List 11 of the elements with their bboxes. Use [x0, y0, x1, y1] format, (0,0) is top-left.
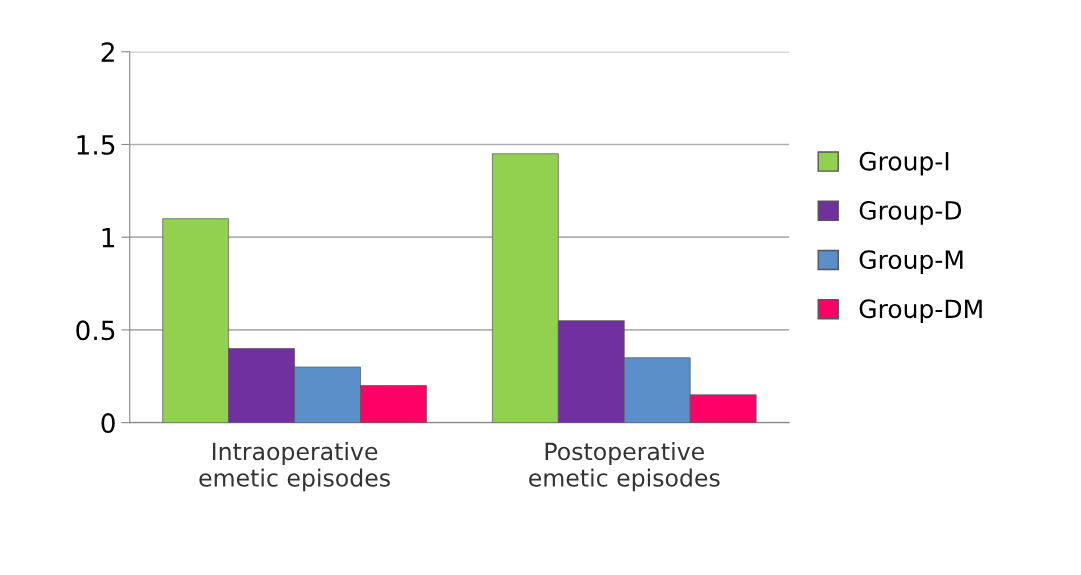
legend-label: Group-DM	[859, 299, 982, 324]
x-tick-label: Postoperative emetic episodes	[529, 442, 720, 492]
y-tick-label: 0	[101, 413, 115, 434]
y-tick-label: 1	[102, 227, 115, 248]
legend-label: Group-M	[859, 250, 963, 274]
y-tick-label: 2	[101, 42, 114, 62]
legend-label: Group-D	[859, 200, 962, 225]
x-tick-label: Intraoperative emetic episodes	[199, 442, 390, 492]
y-tick-label: 0.5	[76, 320, 115, 341]
legend-label: Group-I	[859, 151, 949, 176]
y-tick-label: 1.5	[77, 135, 115, 155]
